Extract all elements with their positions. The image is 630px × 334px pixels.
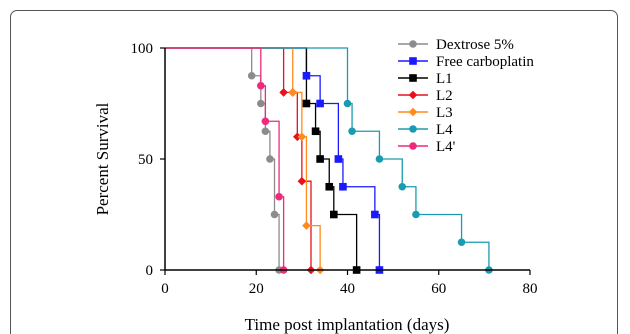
x-tick-label: 60: [431, 281, 446, 297]
point-l4: [257, 81, 265, 90]
point-l4: [343, 99, 352, 108]
x-axis-title: Time post implantation (days): [245, 315, 450, 334]
point-free-carboplatin: [371, 210, 379, 219]
y-axis-ticks: 0 50 100: [131, 41, 165, 279]
point-dextrose-5: [266, 155, 274, 163]
point-l1: [302, 99, 311, 108]
point-l4: [398, 182, 407, 191]
curve-dextrose-5: [165, 47, 280, 270]
y-tick-label: 50: [138, 152, 153, 168]
point-l4: [261, 117, 270, 126]
point-free-carboplatin: [334, 155, 343, 163]
point-l4: [457, 238, 466, 247]
x-axis-ticks: 0 20 40 60 80: [161, 270, 538, 297]
point-l1: [330, 210, 338, 219]
point-l4: [375, 155, 384, 163]
point-l3: [297, 132, 307, 142]
y-tick-label: 100: [131, 41, 154, 57]
point-l2: [279, 88, 288, 97]
figure-frame: [10, 10, 618, 334]
point-l2: [297, 176, 307, 186]
y-axis-title: Percent Survival: [93, 102, 112, 215]
point-l3: [288, 88, 298, 97]
x-tick-label: 80: [523, 281, 538, 297]
point-l1: [311, 127, 320, 136]
curve-l3: [165, 47, 321, 270]
point-l2: [293, 132, 302, 142]
legend-marker-l2: [408, 90, 418, 100]
legend-label: L2: [436, 88, 453, 104]
point-l1: [316, 155, 324, 163]
legend-marker-free-carboplatin: [409, 57, 417, 65]
point-free-carboplatin: [339, 182, 347, 191]
legend-marker-dextrose-5: [409, 40, 417, 48]
point-free-carboplatin: [316, 99, 324, 108]
x-tick-label: 40: [340, 281, 355, 297]
point-l4: [348, 127, 356, 136]
point-l3: [302, 221, 311, 230]
legend-marker-l4: [409, 125, 417, 133]
legend-marker-l4: [409, 142, 417, 150]
legend-label: L3: [436, 105, 453, 121]
point-l1: [325, 182, 334, 191]
y-tick-label: 0: [146, 263, 154, 279]
point-dextrose-5: [257, 99, 265, 108]
legend-marker-l1: [409, 74, 417, 82]
point-dextrose-5: [261, 127, 270, 136]
legend-label: L1: [436, 71, 453, 87]
x-tick-label: 0: [161, 281, 169, 297]
legend-label: L4': [436, 139, 456, 155]
point-l4: [275, 192, 283, 201]
legend-label: L4: [436, 122, 453, 138]
point-free-carboplatin: [302, 71, 311, 80]
legend-label: Free carboplatin: [436, 54, 534, 70]
point-dextrose-5: [270, 210, 279, 219]
curve-l2: [165, 47, 312, 270]
curve-l4: [165, 47, 285, 270]
survival-markers: [247, 71, 493, 275]
point-dextrose-5: [247, 71, 256, 80]
x-tick-label: 20: [249, 281, 264, 297]
point-l4: [412, 210, 420, 219]
legend-label: Dextrose 5%: [436, 37, 514, 53]
legend-marker-l3: [408, 107, 418, 117]
